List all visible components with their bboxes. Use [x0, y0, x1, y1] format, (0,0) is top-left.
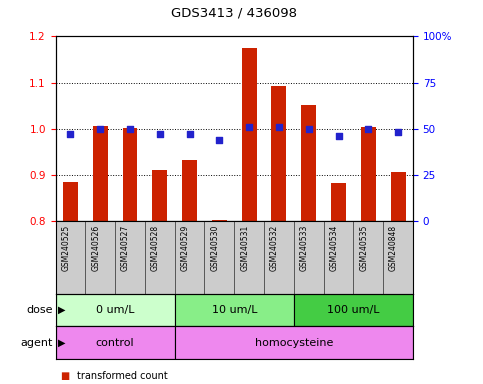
Point [126, 126, 134, 132]
Text: GSM240532: GSM240532 [270, 224, 279, 271]
Text: ▶: ▶ [58, 338, 66, 348]
Text: GSM240530: GSM240530 [211, 224, 219, 271]
Bar [301, 105, 316, 221]
Text: GSM240527: GSM240527 [121, 224, 130, 271]
Point [97, 126, 104, 132]
Bar [361, 127, 376, 221]
Text: 100 um/L: 100 um/L [327, 305, 380, 315]
Point [215, 137, 223, 143]
Bar [331, 183, 346, 221]
Bar [56, 294, 175, 326]
Point [245, 124, 253, 130]
Bar [56, 326, 175, 359]
Point [305, 126, 313, 132]
Text: GSM240534: GSM240534 [329, 224, 339, 271]
Text: dose: dose [27, 305, 53, 315]
Point [67, 131, 74, 137]
Text: GSM240525: GSM240525 [61, 224, 71, 271]
Bar [391, 172, 406, 221]
Text: ■: ■ [60, 371, 70, 381]
Point [394, 129, 402, 136]
Text: control: control [96, 338, 134, 348]
Bar [123, 128, 138, 221]
Text: GSM240535: GSM240535 [359, 224, 368, 271]
Text: 0 um/L: 0 um/L [96, 305, 134, 315]
Bar [182, 160, 197, 221]
Text: 10 um/L: 10 um/L [212, 305, 257, 315]
Bar [271, 86, 286, 221]
Text: transformed count: transformed count [77, 371, 168, 381]
Bar [175, 294, 294, 326]
Text: agent: agent [21, 338, 53, 348]
Text: GSM240529: GSM240529 [181, 224, 189, 271]
Text: GSM240848: GSM240848 [389, 224, 398, 271]
Bar [152, 170, 167, 221]
Point [156, 131, 164, 137]
Bar [294, 294, 413, 326]
Text: ▶: ▶ [58, 305, 66, 315]
Point [364, 126, 372, 132]
Bar [93, 126, 108, 221]
Bar [212, 220, 227, 221]
Point [185, 131, 193, 137]
Text: GDS3413 / 436098: GDS3413 / 436098 [171, 6, 297, 19]
Text: homocysteine: homocysteine [255, 338, 333, 348]
Text: GSM240531: GSM240531 [240, 224, 249, 271]
Point [275, 124, 283, 130]
Bar [242, 48, 256, 221]
Bar [63, 182, 78, 221]
Text: GSM240526: GSM240526 [91, 224, 100, 271]
Text: GSM240528: GSM240528 [151, 224, 160, 271]
Text: GSM240533: GSM240533 [300, 224, 309, 271]
Point [335, 133, 342, 139]
Bar [175, 326, 413, 359]
